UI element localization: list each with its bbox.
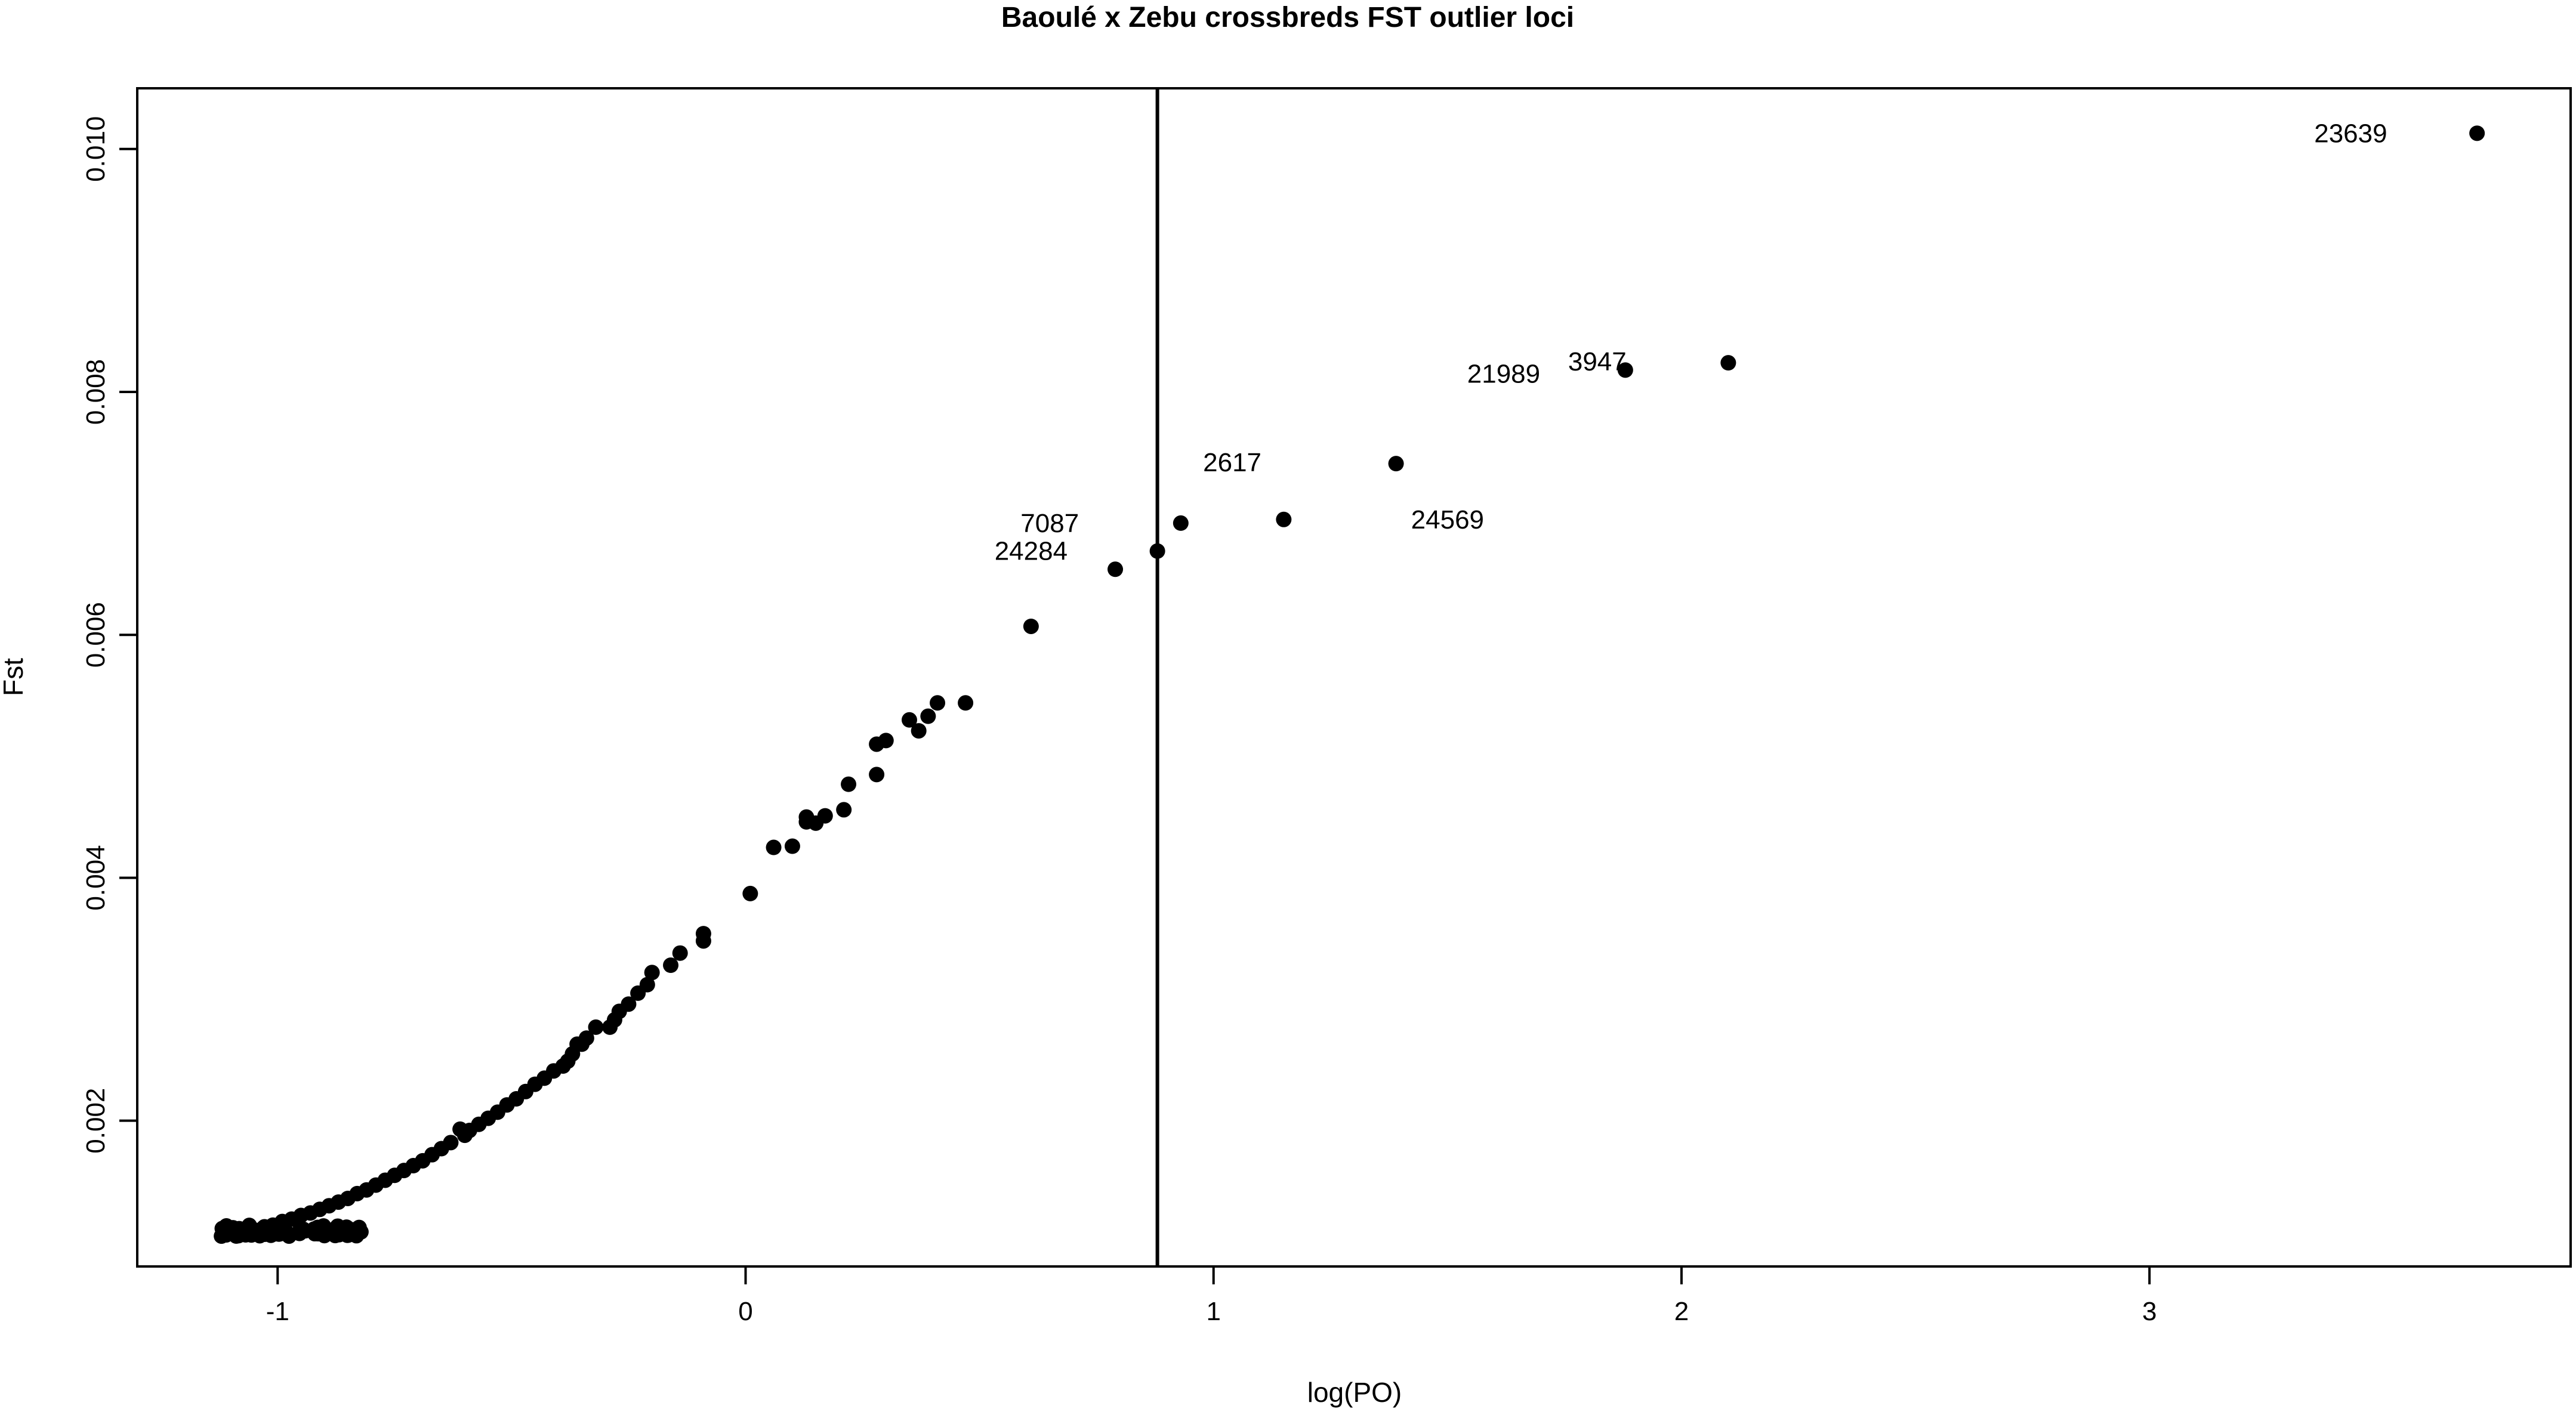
data-point-cluster bbox=[307, 1221, 322, 1237]
data-point bbox=[785, 839, 800, 854]
x-axis-label: log(PO) bbox=[1307, 1377, 1402, 1408]
data-point bbox=[869, 736, 884, 752]
outlier-point bbox=[1720, 355, 1736, 370]
y-axis-label: Fst bbox=[0, 658, 29, 696]
data-point bbox=[214, 1228, 229, 1244]
outlier-point bbox=[2469, 125, 2485, 141]
outlier-point bbox=[1173, 515, 1189, 531]
data-point bbox=[1107, 561, 1123, 577]
outlier-label: 24284 bbox=[995, 537, 1068, 566]
x-tick-label: 1 bbox=[1206, 1297, 1220, 1326]
outlier-point bbox=[1276, 512, 1291, 527]
data-point bbox=[742, 886, 758, 901]
data-point bbox=[696, 933, 711, 949]
data-point bbox=[798, 814, 814, 830]
data-point bbox=[663, 957, 678, 973]
data-point bbox=[958, 695, 973, 710]
outlier-label: 2617 bbox=[1203, 448, 1261, 477]
outlier-label: 24569 bbox=[1411, 505, 1484, 535]
x-tick-label: -1 bbox=[266, 1297, 289, 1326]
data-point bbox=[869, 767, 884, 782]
data-point bbox=[930, 695, 945, 710]
data-point bbox=[836, 802, 852, 817]
outlier-label: 3947 bbox=[1568, 347, 1627, 376]
chart-title: Baoulé x Zebu crossbreds FST outlier loc… bbox=[1001, 2, 1574, 33]
y-tick-label: 0.008 bbox=[81, 359, 110, 425]
data-point bbox=[602, 1019, 618, 1035]
data-point bbox=[920, 709, 936, 724]
outlier-label: 21989 bbox=[1467, 359, 1540, 388]
y-tick-label: 0.002 bbox=[81, 1088, 110, 1154]
y-tick-label: 0.004 bbox=[81, 845, 110, 910]
outlier-label: 23639 bbox=[2314, 119, 2387, 148]
y-tick-label: 0.010 bbox=[81, 116, 110, 182]
x-tick-label: 0 bbox=[738, 1297, 752, 1326]
data-point bbox=[1023, 619, 1039, 634]
data-point bbox=[902, 712, 917, 728]
outlier-label: 7087 bbox=[1020, 509, 1079, 538]
x-tick-label: 2 bbox=[1674, 1297, 1689, 1326]
outlier-point bbox=[1150, 543, 1165, 559]
data-point bbox=[841, 777, 856, 792]
data-point bbox=[766, 840, 782, 855]
data-point-cluster bbox=[340, 1228, 355, 1243]
data-point bbox=[452, 1122, 468, 1137]
x-tick-label: 3 bbox=[2142, 1297, 2157, 1326]
outlier-point bbox=[1389, 456, 1404, 471]
data-point bbox=[672, 946, 688, 961]
y-tick-label: 0.006 bbox=[81, 602, 110, 668]
